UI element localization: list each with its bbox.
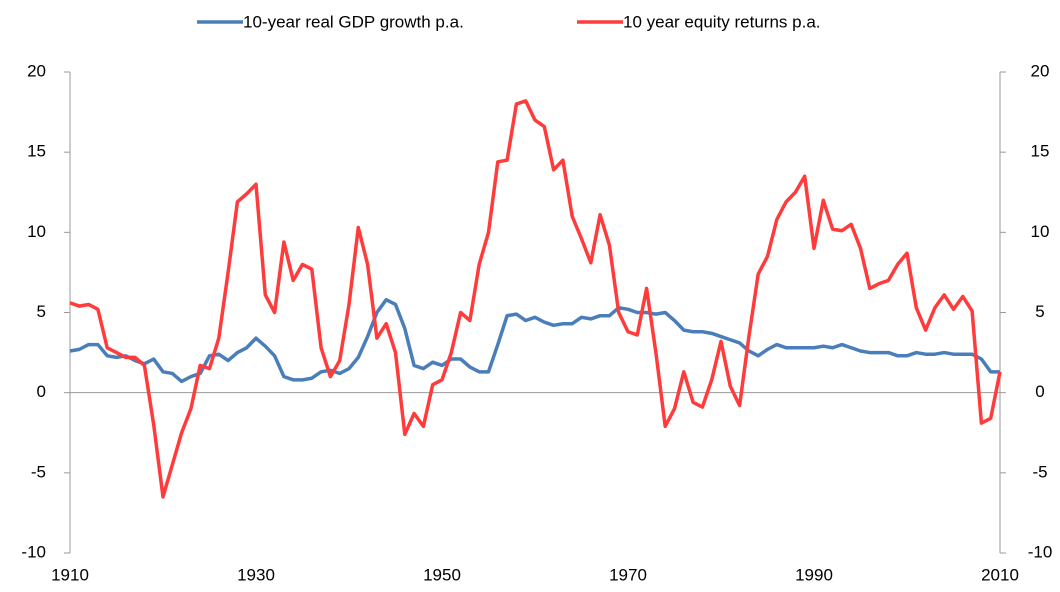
x-tick-label: 1950 [423,565,461,584]
x-tick-label: 1970 [609,565,647,584]
x-tick-label: 2010 [981,565,1019,584]
y-tick-label: -5 [31,462,46,481]
y-tick-label: 5 [37,302,46,321]
y2-tick-label: -10 [1028,542,1053,561]
y2-tick-label: 10 [1031,222,1050,241]
legend-label: 10 year equity returns p.a. [623,12,821,31]
y-tick-label: 0 [37,382,46,401]
x-tick-label: 1930 [237,565,275,584]
y2-tick-label: 15 [1031,142,1050,161]
y-tick-label: 15 [27,142,46,161]
legend-label: 10-year real GDP growth p.a. [243,12,464,31]
x-tick-label: 1910 [51,565,89,584]
x-tick-label: 1990 [795,565,833,584]
y2-tick-label: -5 [1032,462,1047,481]
data-line [69,297,1000,384]
y2-tick-label: 5 [1035,302,1044,321]
data-line [69,99,1002,499]
y-tick-label: 10 [27,222,46,241]
y2-tick-label: 0 [1035,382,1044,401]
y2-tick-label: 20 [1031,61,1050,80]
y-tick-label: 20 [27,61,46,80]
y-tick-label: -10 [21,542,46,561]
